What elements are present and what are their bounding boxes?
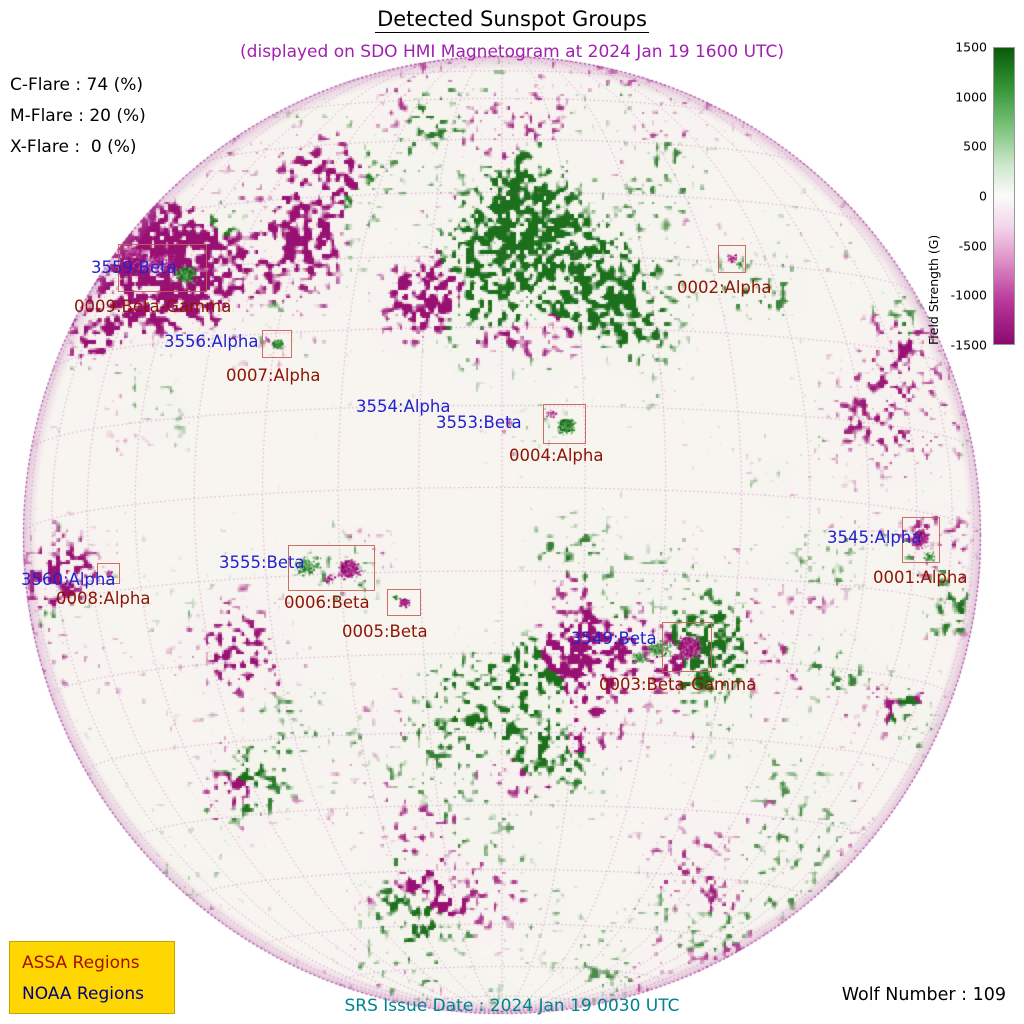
region-box (97, 563, 120, 584)
assa-region-label: 0004:Alpha (509, 446, 604, 465)
assa-region-label: 0001:Alpha (873, 568, 968, 587)
colorbar-tick-label: -500 (958, 238, 987, 254)
assa-region-label: 0002:Alpha (677, 278, 772, 297)
noaa-region-label: 3559:Beta (91, 258, 177, 277)
legend: ASSA Regions NOAA Regions (9, 941, 175, 1014)
colorbar-tick-label: 500 (963, 138, 987, 154)
region-box (118, 244, 207, 292)
noaa-region-label: 3545:Alpha (827, 528, 922, 547)
colorbar: Field Strength (G) 1500 1000 500 0 -500 -1000… (924, 40, 1024, 353)
assa-region-label: 0006:Beta (284, 593, 370, 612)
colorbar-tick-label: -1500 (950, 337, 987, 353)
noaa-region-label: 3560:Alpha (21, 570, 116, 589)
page-title-text: Detected Sunspot Groups (375, 7, 649, 33)
assa-region-label: 0007:Alpha (226, 366, 321, 385)
wolf-number: Wolf Number : 109 (841, 985, 1006, 1005)
assa-region-label: 0005:Beta (342, 622, 428, 641)
region-box (718, 245, 746, 273)
region-box (662, 622, 712, 672)
colorbar-gradient (993, 47, 1015, 345)
region-box (902, 517, 940, 563)
legend-noaa-label: NOAA Regions (22, 984, 144, 1004)
legend-assa-label: ASSA Regions (22, 953, 140, 973)
assa-region-label: 0003:Beta-Gamma (599, 675, 757, 694)
region-box (543, 404, 586, 444)
region-box (262, 330, 292, 358)
subtitle: (displayed on SDO HMI Magnetogram at 202… (240, 42, 784, 62)
flare-stat-line: X-Flare : 0 (%) (10, 137, 137, 157)
assa-region-label: 0009:Beta-Gamma (74, 297, 232, 316)
colorbar-tick-label: -1000 (950, 287, 987, 303)
noaa-region-label: 3554:Alpha (356, 397, 451, 416)
noaa-region-label: 3549:Beta (571, 629, 657, 648)
colorbar-ticks: 1500 1000 500 0 -500 -1000 -1500 (935, 40, 987, 353)
noaa-region-label: 3556:Alpha (164, 332, 259, 351)
assa-region-label: 0008:Alpha (56, 589, 151, 608)
colorbar-tick-label: 1000 (955, 89, 987, 105)
region-box (288, 545, 375, 591)
flare-stats: C-Flare : 74 (%) M-Flare : 20 (%) X-Flare … (10, 70, 146, 163)
page-title: Detected Sunspot Groups (0, 7, 1024, 33)
noaa-region-label: 3555:Beta (219, 553, 305, 572)
flare-stat-line: C-Flare : 74 (%) (10, 75, 143, 95)
srs-issue-date: SRS Issue Date : 2024 Jan 19 0030 UTC (344, 996, 680, 1016)
colorbar-tick-label: 0 (979, 188, 987, 204)
flare-stat-line: M-Flare : 20 (%) (10, 106, 146, 126)
colorbar-tick-label: 1500 (955, 39, 987, 55)
noaa-region-label: 3553:Beta (436, 413, 522, 432)
region-box (387, 589, 421, 616)
